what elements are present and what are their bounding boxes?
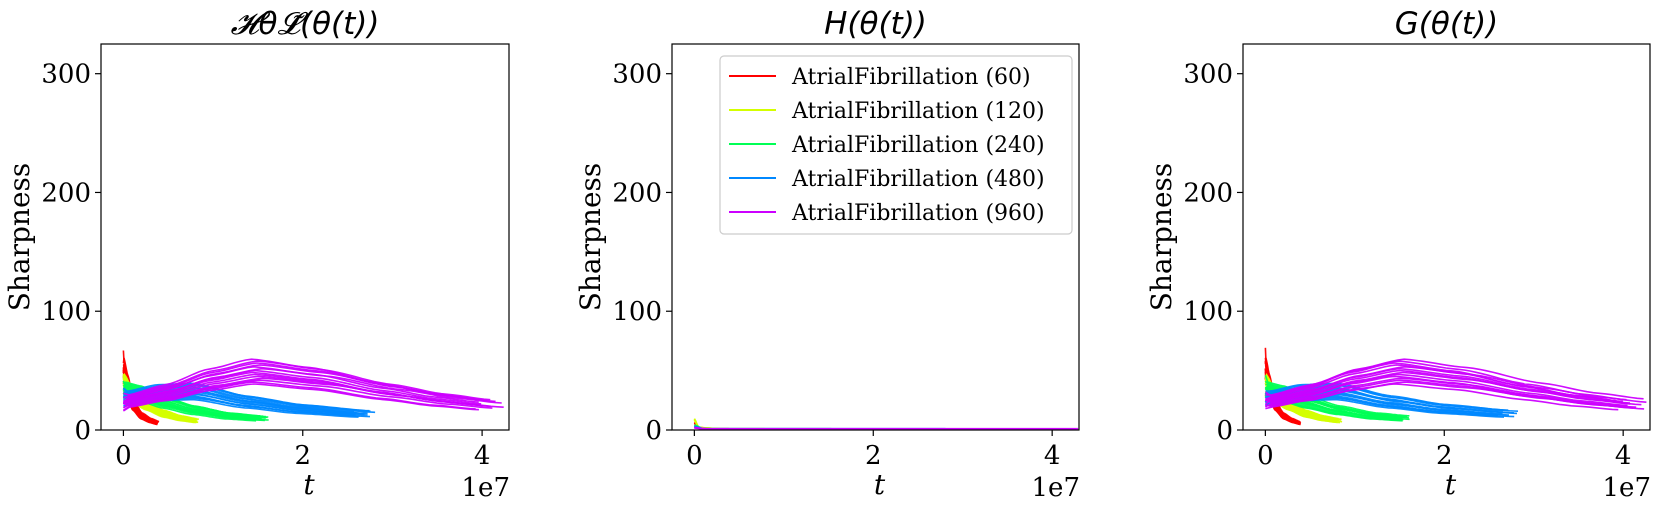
x-offset-text: 1e7 <box>1603 473 1651 503</box>
series-line <box>1265 369 1631 405</box>
series-5 <box>122 358 504 412</box>
y-tick-label: 300 <box>41 60 91 90</box>
x-offset-text: 1e7 <box>462 473 510 503</box>
series-line <box>694 426 1079 430</box>
y-tick-label: 200 <box>41 178 91 208</box>
y-tick-label: 0 <box>1216 416 1233 446</box>
y-axis-label: Sharpness <box>574 163 607 312</box>
legend-item: AtrialFibrillation (120) <box>729 99 1045 124</box>
series-2 <box>693 418 771 430</box>
legend-item: AtrialFibrillation (240) <box>729 133 1045 158</box>
plot-area <box>693 418 1079 430</box>
y-tick-label: 100 <box>612 297 662 327</box>
y-tick-label: 0 <box>645 416 662 446</box>
series-line <box>1265 358 1644 400</box>
x-axis-label: t <box>874 468 886 501</box>
x-tick-label: 2 <box>865 441 882 471</box>
x-tick-label: 2 <box>294 441 311 471</box>
x-axis-label: t <box>303 468 315 501</box>
legend-item: AtrialFibrillation (60) <box>729 65 1031 90</box>
series-line <box>122 357 160 423</box>
legend-item: AtrialFibrillation (960) <box>729 201 1045 226</box>
x-tick-label: 0 <box>115 441 132 471</box>
x-tick-label: 4 <box>474 441 491 471</box>
x-tick-label: 4 <box>1044 441 1061 471</box>
legend: AtrialFibrillation (60) AtrialFibrillatio… <box>719 55 1073 235</box>
legend-label: AtrialFibrillation (60) <box>791 65 1031 90</box>
series-5 <box>694 426 1079 430</box>
legend-box <box>719 55 1073 235</box>
chart-title: 𝓗θ𝓛̃(θ(t)) <box>231 6 380 42</box>
y-tick-label: 100 <box>1183 297 1233 327</box>
axes-frame <box>671 43 1080 431</box>
x-axis-label: t <box>1445 468 1457 501</box>
axes-frame <box>100 43 510 431</box>
series-line <box>1265 377 1637 408</box>
legend-label: AtrialFibrillation (480) <box>791 167 1045 192</box>
x-tick-label: 0 <box>1257 441 1274 471</box>
x-tick-label: 4 <box>1615 441 1632 471</box>
chart-title: H(θ(t)) <box>824 6 927 42</box>
plot-area <box>122 350 504 426</box>
x-tick-label: 2 <box>1436 441 1453 471</box>
series-line <box>123 371 476 406</box>
legend-label: AtrialFibrillation (120) <box>791 99 1045 124</box>
y-tick-label: 300 <box>612 60 662 90</box>
y-axis-label: Sharpness <box>3 163 36 312</box>
series-5 <box>1264 358 1647 411</box>
y-tick-label: 0 <box>74 416 91 446</box>
series-line <box>123 358 474 400</box>
series-line <box>1265 382 1509 411</box>
y-tick-label: 100 <box>41 297 91 327</box>
y-axis-label: Sharpness <box>1145 163 1178 312</box>
plot-area <box>1264 347 1647 426</box>
y-tick-label: 200 <box>1183 178 1233 208</box>
series-line <box>693 418 765 430</box>
y-tick-label: 200 <box>612 178 662 208</box>
legend-label: AtrialFibrillation (240) <box>791 133 1045 158</box>
legend-item: AtrialFibrillation (480) <box>729 167 1045 192</box>
y-tick-label: 300 <box>1183 60 1233 90</box>
x-tick-label: 0 <box>686 441 703 471</box>
axes-frame <box>1242 43 1651 431</box>
series-line <box>1264 375 1618 408</box>
chart-title: G(θ(t)) <box>1395 6 1499 42</box>
x-offset-text: 1e7 <box>1032 473 1080 503</box>
legend-label: AtrialFibrillation (960) <box>791 201 1045 226</box>
